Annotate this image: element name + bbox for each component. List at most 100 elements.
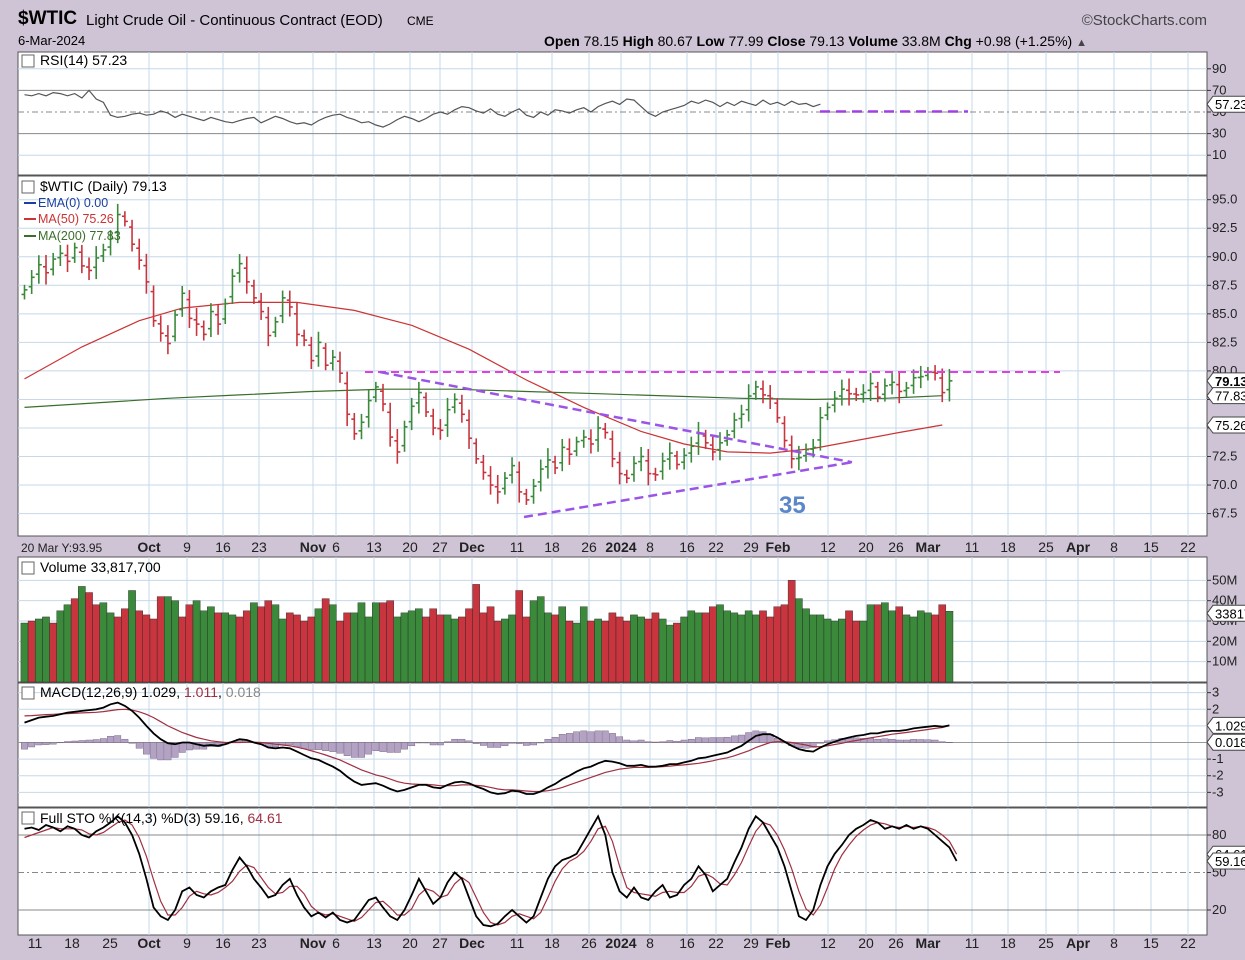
bottom-x-axis-label: Mar (916, 935, 941, 951)
price-bar (172, 309, 179, 342)
rsi-line (24, 89, 821, 128)
sto-legend-k: 59.16, (205, 810, 248, 826)
price-bar (623, 469, 630, 484)
macd-y-tick-label: -2 (1212, 768, 1224, 783)
macd-histogram-bar (816, 742, 824, 744)
ma200-value-label-box (1206, 387, 1245, 405)
price-bar (774, 398, 781, 423)
volume-bar (744, 610, 753, 683)
price-bar (100, 243, 107, 263)
volume-bar (199, 610, 208, 683)
macd-histogram-bar (695, 737, 702, 743)
volume-bar (242, 610, 251, 683)
volume-bar (536, 596, 545, 683)
price-bar (932, 365, 939, 381)
macd-histogram-bar (745, 732, 753, 743)
volume-bar (752, 614, 760, 683)
ma-legend: MA(50) 75.26 (38, 212, 114, 226)
volume-bar (809, 614, 817, 683)
price-bar (559, 438, 566, 472)
price-bar (344, 371, 351, 427)
macd-histogram-bar (580, 730, 588, 743)
macd-histogram-bar (938, 741, 946, 743)
price-bar (430, 408, 437, 436)
price-bar (43, 254, 50, 285)
volume-bar (816, 614, 825, 683)
macd-histogram-bar (150, 742, 157, 759)
macd-histogram-bar (386, 742, 394, 753)
volume-bar (558, 606, 567, 683)
macd-histogram (21, 730, 953, 761)
price-bar (509, 457, 516, 484)
price-bar (889, 372, 896, 395)
macd-histogram-bar (121, 738, 129, 743)
volume-bar (372, 602, 380, 683)
macd-histogram-bar (730, 735, 738, 743)
macd-y-tick-label: -1 (1212, 751, 1224, 766)
macd-histogram-bar (716, 737, 724, 743)
price-bar (874, 381, 881, 403)
volume-bar (214, 612, 222, 683)
volume-bar (379, 602, 387, 683)
price-bar (896, 372, 903, 404)
last-close-label-box (1206, 372, 1245, 390)
price-bar (767, 385, 774, 409)
price-bar (387, 402, 394, 447)
macd-histogram-bar (910, 739, 917, 743)
price-bar (638, 446, 645, 472)
macd-histogram-bar (680, 739, 688, 743)
macd-y-tick-label: 3 (1212, 685, 1219, 700)
volume-bar (881, 602, 889, 683)
x-axis-label: 22 (708, 539, 724, 555)
bottom-x-axis-label: 16 (679, 935, 695, 951)
macd-histogram-bar (64, 741, 71, 743)
price-bar (35, 255, 42, 284)
macd-histogram-bar (487, 742, 494, 748)
price-bar (494, 474, 501, 504)
sto-k-value-label: 59.16 (1215, 854, 1245, 869)
volume-bar (221, 612, 230, 683)
macd-histogram-bar (544, 738, 552, 743)
low-value: 77.99 (728, 33, 764, 49)
volume-bar (207, 606, 215, 683)
price-bar (881, 378, 888, 402)
bottom-x-axis-label: 27 (432, 935, 448, 951)
price-y-tick-label: 92.5 (1212, 220, 1237, 235)
volume-bar (393, 616, 402, 683)
volume-bar (164, 596, 172, 683)
volume-bar (192, 600, 201, 683)
price-y-tick-label: 90.0 (1212, 249, 1237, 264)
price-bar (143, 253, 150, 294)
volume-bar (838, 618, 846, 683)
macd-histogram-bar (573, 731, 580, 743)
symbol[interactable]: $WTIC (18, 8, 78, 29)
volume-y-tick-label: 40M (1212, 593, 1237, 608)
volume-bar (501, 618, 509, 683)
macd-histogram-bar (35, 742, 43, 746)
x-axis-label: 18 (544, 539, 560, 555)
macd-legend-name: MACD(12,26,9) (40, 684, 141, 700)
macd-histogram-bar (171, 742, 179, 758)
volume-bar (271, 604, 280, 683)
price-bar (329, 349, 336, 371)
volume-bar (293, 614, 301, 683)
macd-histogram-bar (881, 738, 889, 743)
price-bar (243, 256, 250, 294)
bottom-x-axis-label: 18 (64, 935, 80, 951)
volume-bar (658, 618, 667, 683)
sto-y-tick-label: 20 (1212, 902, 1226, 917)
price-y-tick-label: 82.5 (1212, 334, 1237, 349)
macd-line (24, 701, 950, 795)
volume-bar (522, 616, 531, 683)
brand-link[interactable]: ©StockCharts.com (1081, 12, 1207, 29)
bottom-x-axis-label: 11 (965, 935, 980, 951)
price-y-tick-label: 87.5 (1212, 277, 1237, 292)
x-axis-label: 26 (888, 539, 904, 555)
scroll-date-label: 20 Mar Y:93.95 (21, 541, 102, 555)
price-bar (164, 325, 171, 355)
price-bar (473, 438, 480, 464)
price-bar (566, 438, 573, 465)
volume-bar (343, 612, 351, 683)
sto-legend-swatch (21, 811, 35, 825)
